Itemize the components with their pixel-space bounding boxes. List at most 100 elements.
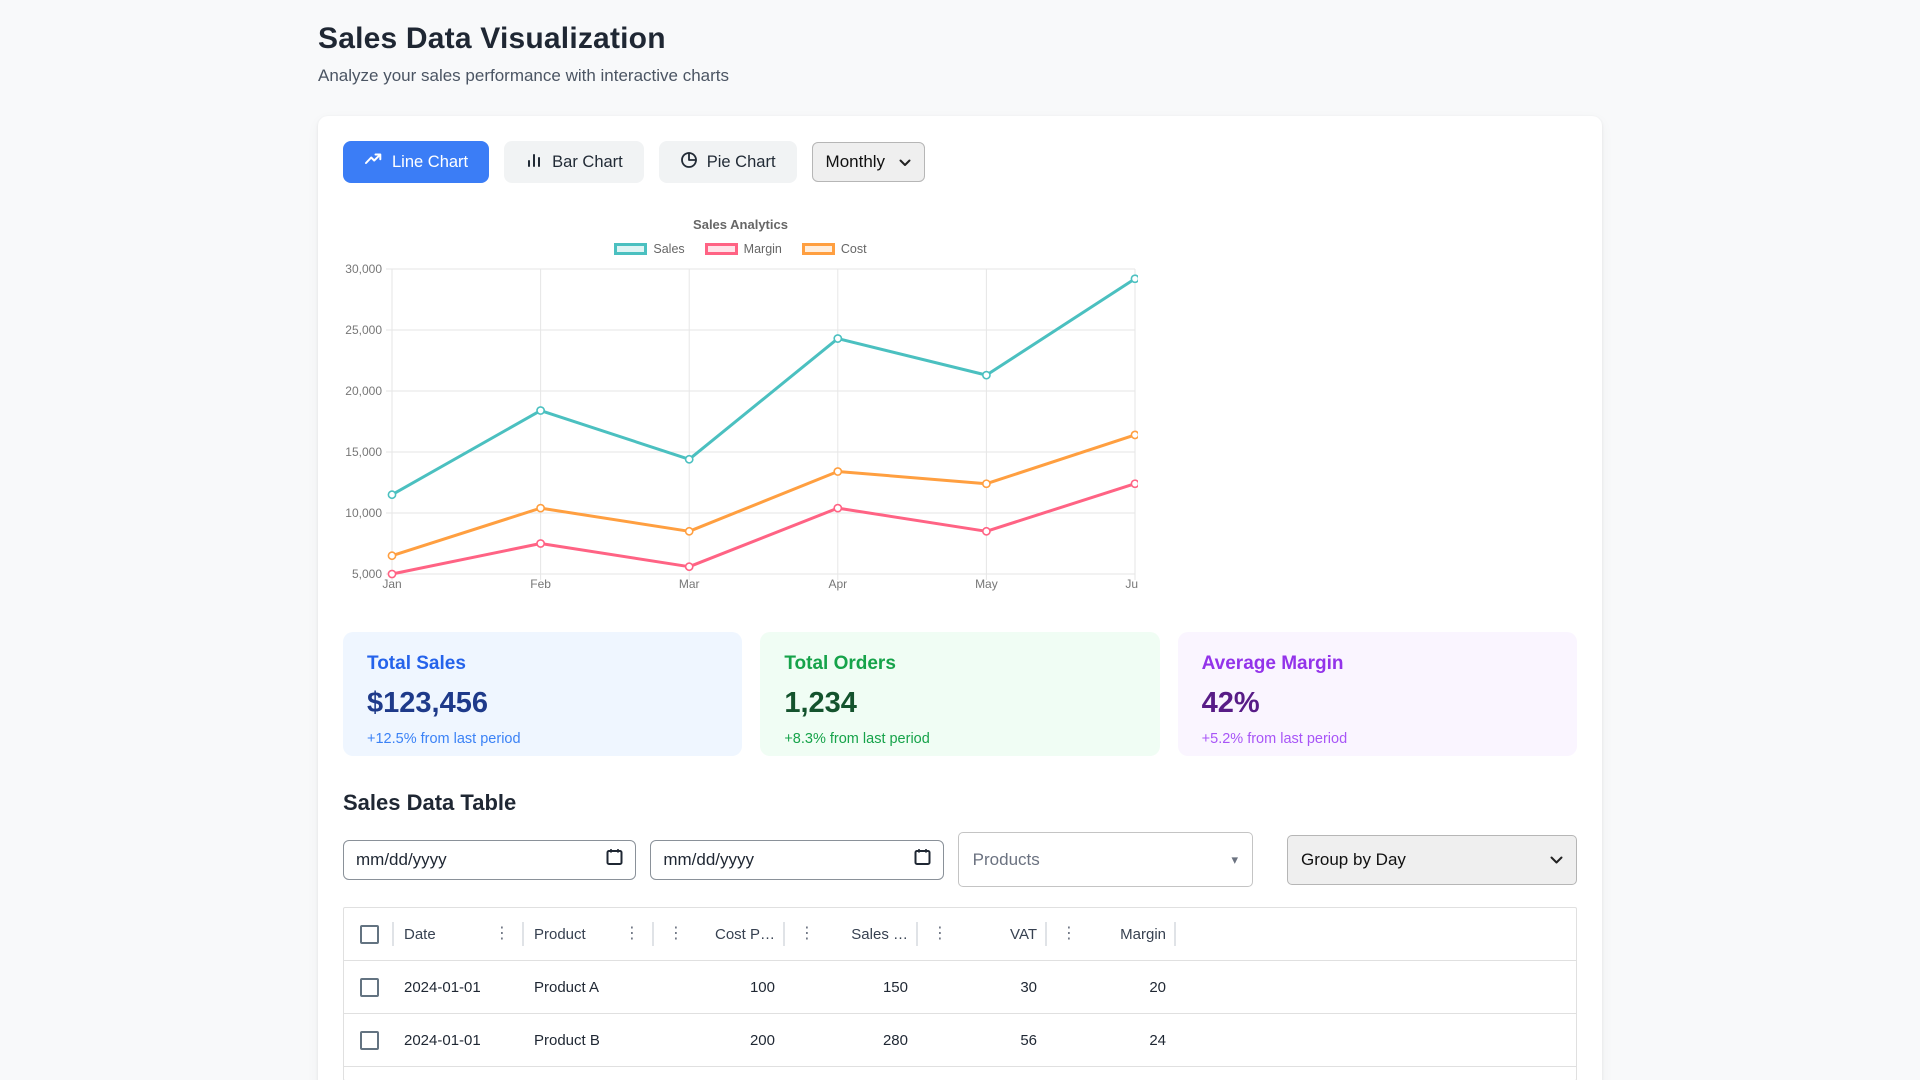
stat-value: 42%	[1201, 687, 1260, 719]
products-select[interactable]: Products ▾	[957, 832, 1254, 887]
stat-value: 1,234	[784, 687, 857, 719]
chart-title: Sales Analytics	[693, 217, 788, 232]
pie-chart-icon	[680, 151, 698, 174]
chart-toolbar: Line Chart Bar Chart	[343, 141, 1577, 183]
data-point[interactable]	[387, 569, 397, 579]
data-point[interactable]	[833, 467, 843, 476]
stat-value: $123,456	[367, 687, 488, 719]
y-axis-tick-label: 30,000	[345, 262, 382, 276]
data-point[interactable]	[1130, 430, 1140, 440]
table-row[interactable]: 2024-01-01 Product A 100 150 30 20	[344, 960, 1576, 1013]
checkbox-cell	[344, 1014, 394, 1066]
chart-canvas[interactable]: 5,000 10,000 15,000 20,000 25,000 30,000 Jan Fe…	[343, 257, 1144, 601]
row-checkbox[interactable]	[359, 924, 379, 944]
series-cost	[387, 430, 1140, 561]
table-header-row: Date ⋮ Product ⋮ ⋮ Cost P… ⋮ Sales … ⋮ VAT ⋮ Margin	[344, 908, 1576, 960]
data-point[interactable]	[536, 539, 545, 548]
data-point[interactable]	[536, 503, 545, 513]
total-sales-card: Total Sales $123,456 +12.5% from last pe…	[343, 632, 743, 756]
legend-item-margin[interactable]: Margin	[704, 242, 782, 256]
date-from-input[interactable]: mm/dd/yyyy	[343, 839, 637, 880]
data-point[interactable]	[982, 479, 991, 489]
pie-chart-button[interactable]: Pie Chart	[658, 141, 797, 183]
data-point[interactable]	[1130, 479, 1140, 489]
column-separator[interactable]	[1174, 922, 1176, 946]
column-header-costp[interactable]: ⋮ Cost P…	[654, 908, 785, 960]
x-axis-tick-label: Mar	[679, 577, 700, 591]
column-menu-icon[interactable]: ⋮	[624, 925, 640, 942]
data-point[interactable]	[536, 406, 545, 415]
column-separator[interactable]	[652, 922, 654, 946]
bar-chart-button[interactable]: Bar Chart	[504, 141, 644, 183]
row-checkbox[interactable]	[359, 1030, 379, 1050]
bar-chart-button-label: Bar Chart	[552, 152, 623, 171]
legend-swatch	[801, 243, 835, 255]
legend-label: Margin	[743, 242, 782, 256]
legend-swatch	[614, 243, 648, 255]
data-point[interactable]	[684, 562, 694, 572]
cell-margin: 24	[1149, 1031, 1166, 1049]
data-point[interactable]	[982, 526, 991, 536]
period-select[interactable]: Monthly	[811, 142, 926, 182]
column-header-sales[interactable]: ⋮ Sales …	[785, 908, 918, 960]
date-to-input[interactable]: mm/dd/yyyy	[650, 839, 944, 880]
stat-title: Average Margin	[1201, 653, 1344, 674]
chevron-down-icon	[1550, 850, 1563, 870]
legend-item-cost[interactable]: Cost	[801, 242, 867, 256]
column-header-label: Sales …	[851, 925, 908, 943]
line-chart-button-label: Line Chart	[392, 152, 469, 171]
column-header-margin[interactable]: ⋮ Margin	[1047, 908, 1176, 960]
chart-grid: 5,000 10,000 15,000 20,000 25,000 30,000 Jan Fe…	[345, 262, 1144, 591]
calendar-icon[interactable]	[914, 848, 931, 871]
column-menu-icon[interactable]: ⋮	[1061, 925, 1077, 942]
column-separator[interactable]	[392, 922, 394, 946]
column-menu-icon[interactable]: ⋮	[799, 925, 815, 942]
stat-change: +8.3% from last period	[784, 731, 930, 747]
caret-down-icon: ▾	[1231, 851, 1239, 867]
calendar-icon[interactable]	[606, 848, 623, 871]
legend-label: Sales	[653, 242, 685, 256]
column-header-product[interactable]: Product ⋮	[524, 908, 654, 960]
data-point[interactable]	[387, 490, 397, 500]
period-select-value: Monthly	[825, 152, 886, 171]
y-axis-tick-label: 15,000	[345, 445, 382, 459]
data-point[interactable]	[684, 454, 694, 464]
y-axis-tick-label: 5,000	[352, 567, 382, 581]
column-separator[interactable]	[783, 922, 785, 946]
column-separator[interactable]	[522, 922, 524, 946]
table-section-heading: Sales Data Table	[343, 790, 517, 815]
data-point[interactable]	[387, 551, 397, 561]
data-point[interactable]	[982, 370, 991, 380]
column-header-label: Margin	[1120, 925, 1166, 943]
sales-analytics-chart[interactable]: Sales Analytics Sales Margin Cost 5,000 10,…	[343, 213, 1144, 606]
column-separator[interactable]	[1045, 922, 1047, 946]
trending-up-icon	[364, 150, 383, 174]
filler-cell	[1176, 961, 1576, 1013]
data-point[interactable]	[1130, 274, 1140, 284]
sales-data-table: Date ⋮ Product ⋮ ⋮ Cost P… ⋮ Sales … ⋮ VAT ⋮ Margin…	[343, 907, 1577, 1080]
column-header-vat[interactable]: ⋮ VAT	[918, 908, 1047, 960]
column-menu-icon[interactable]: ⋮	[932, 925, 948, 942]
checkbox-cell	[344, 961, 394, 1013]
table-row[interactable]: 2024-01-01 Product B 200 280 56 24	[344, 1013, 1576, 1066]
x-axis-tick-label: Apr	[828, 577, 847, 591]
column-menu-icon[interactable]: ⋮	[668, 925, 684, 942]
group-by-select[interactable]: Group by Day	[1287, 834, 1578, 885]
legend-swatch	[704, 243, 738, 255]
cell-vat: 56	[1020, 1031, 1037, 1049]
data-point[interactable]	[684, 526, 694, 536]
legend-item-sales[interactable]: Sales	[614, 242, 685, 256]
line-chart-button[interactable]: Line Chart	[343, 141, 490, 183]
cell-margin: 20	[1149, 978, 1166, 996]
data-point[interactable]	[833, 334, 843, 343]
stats-row: Total Sales $123,456 +12.5% from last pe…	[343, 632, 1577, 756]
column-separator[interactable]	[916, 922, 918, 946]
row-checkbox[interactable]	[359, 977, 379, 997]
column-header-date[interactable]: Date ⋮	[394, 908, 524, 960]
cell-sales: 150	[882, 978, 908, 996]
cell-date: 2024-01-01	[404, 978, 481, 996]
x-axis-tick-label: Jun	[1125, 577, 1138, 591]
data-point[interactable]	[833, 503, 843, 513]
column-menu-icon[interactable]: ⋮	[494, 925, 510, 942]
select-all-header-cell	[344, 908, 394, 960]
